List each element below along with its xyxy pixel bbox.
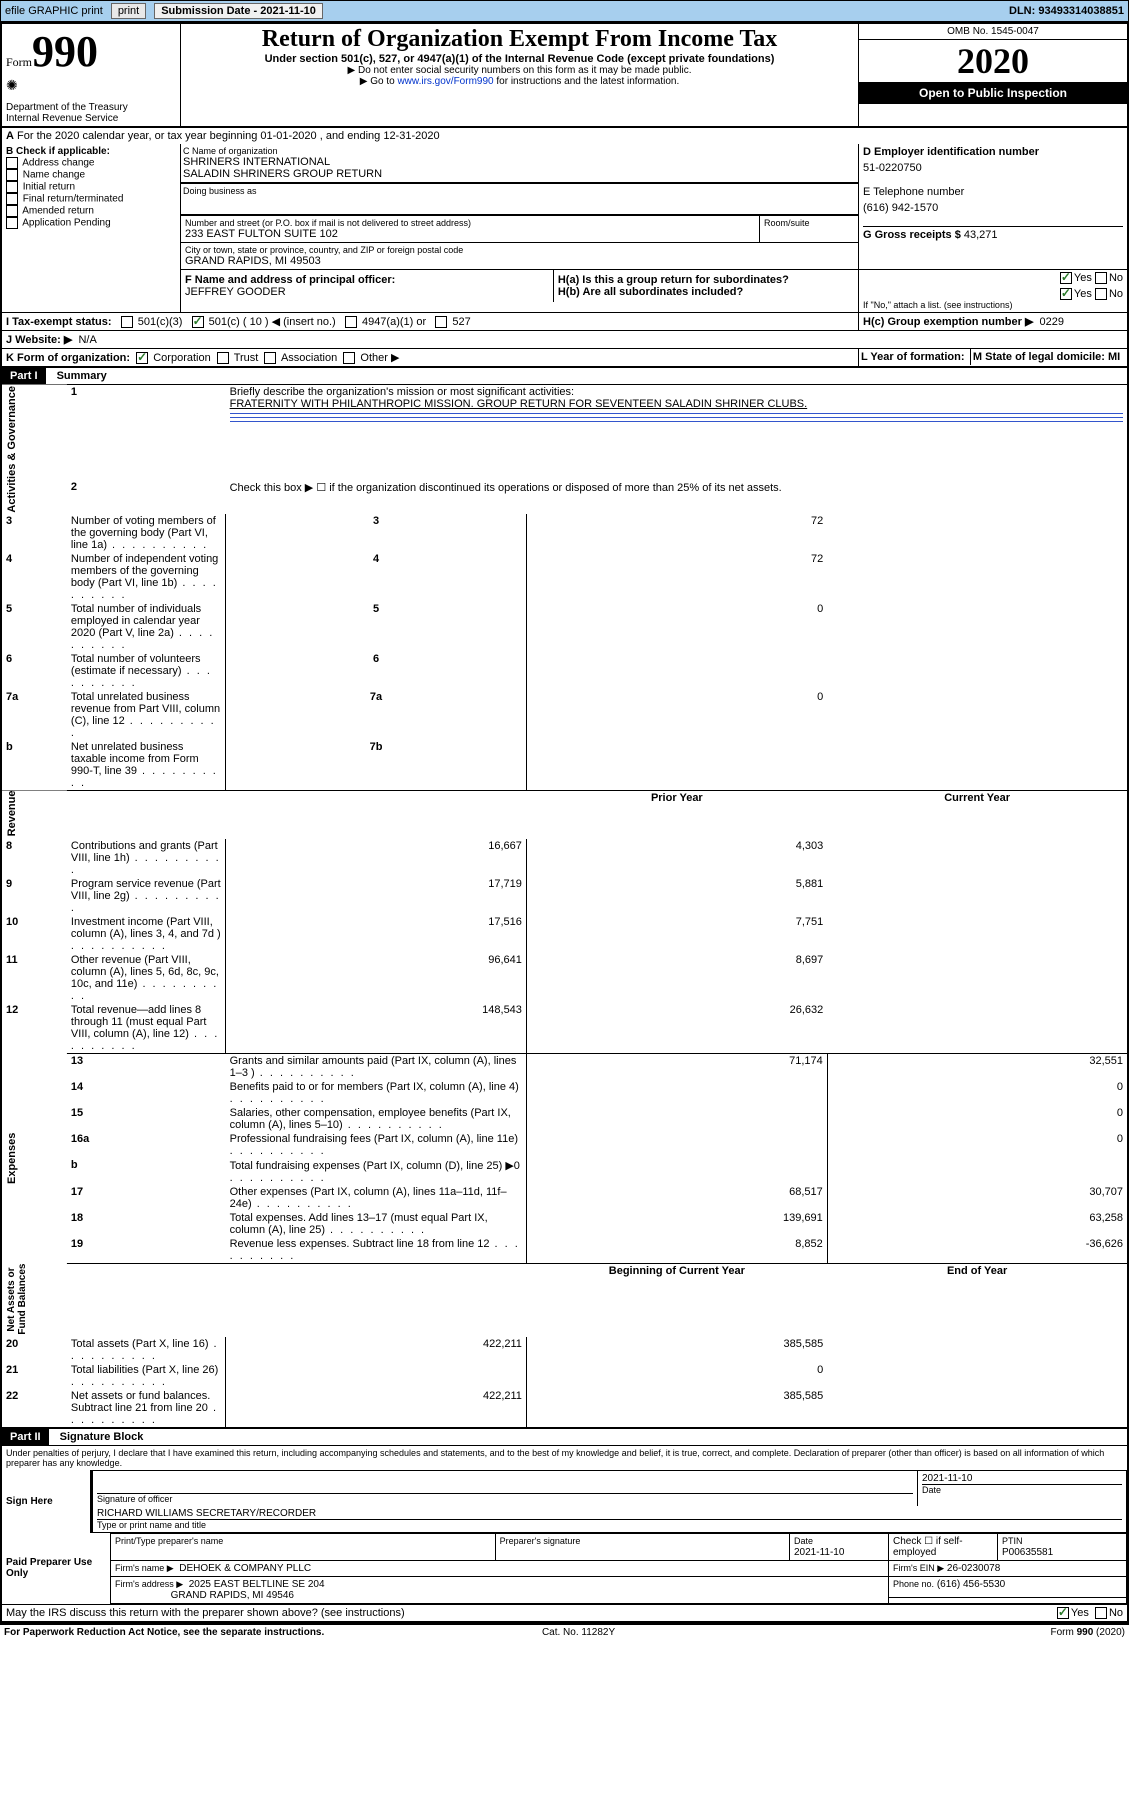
gov-label: Activities & Governance [2,385,67,514]
org-name: SHRINERS INTERNATIONAL SALADIN SHRINERS … [183,156,856,180]
room-label: Room/suite [764,218,854,228]
part-2-title: Signature Block [52,1429,152,1445]
firm-ein: 26-0230078 [947,1563,1000,1574]
open-to-public: Open to Public Inspection [859,82,1127,104]
penalty-statement: Under penalties of perjury, I declare th… [1,1445,1128,1470]
no-checkbox-2[interactable] [1095,288,1107,300]
box-c-label: C Name of organization [183,146,856,156]
sign-here-block: Sign Here Signature of officer 2021-11-1… [2,1470,1127,1533]
box-j-label: J Website: ▶ [6,334,72,346]
firm-address: 2025 EAST BELTLINE SE 204 [189,1579,325,1590]
checkbox[interactable] [6,169,18,181]
box-e-label: E Telephone number [863,186,1123,198]
527-checkbox[interactable] [435,316,447,328]
line-a: A For the 2020 calendar year, or tax yea… [1,127,1128,144]
gross-receipts: 43,271 [964,229,998,241]
part-1-header: Part I [2,368,46,384]
street-address: 233 EAST FULTON SUITE 102 [185,228,755,240]
checkbox[interactable] [6,157,18,169]
city-label: City or town, state or province, country… [185,245,854,255]
omb-number: OMB No. 1545-0047 [859,24,1127,40]
yes-checkbox-2[interactable] [1060,288,1072,300]
sig-label: Signature of officer [97,1493,913,1504]
ein: 51-0220750 [863,162,1123,174]
net-label: Net Assets or Fund Balances [2,1263,67,1337]
print-button[interactable]: print [111,3,146,19]
efile-label: efile GRAPHIC print [5,5,103,17]
501c-checkbox[interactable] [192,316,204,328]
no-checkbox[interactable] [1095,272,1107,284]
discuss-no[interactable] [1095,1607,1107,1619]
501c3-checkbox[interactable] [121,316,133,328]
box-d-label: D Employer identification number [863,146,1123,158]
discuss-yes[interactable] [1057,1607,1069,1619]
footer: For Paperwork Reduction Act Notice, see … [0,1623,1129,1640]
box-k-label: K Form of organization: [6,352,130,364]
4947-checkbox[interactable] [345,316,357,328]
website: N/A [78,334,96,346]
discuss-question: May the IRS discuss this return with the… [6,1607,405,1619]
checkbox[interactable] [6,217,18,229]
paid-preparer-block: Paid Preparer Use Only Print/Type prepar… [2,1533,1127,1604]
sign-date: 2021-11-10 [922,1473,1122,1484]
other-checkbox[interactable] [343,352,355,364]
principal-officer: JEFFREY GOODER [185,286,549,298]
box-l: L Year of formation: [861,351,965,363]
department: Department of the Treasury Internal Reve… [6,102,176,124]
checkbox[interactable] [6,205,18,217]
ptin: P00635581 [1002,1547,1053,1558]
firm-name: DEHOEK & COMPANY PLLC [179,1563,311,1574]
rev-label: Revenue [2,790,67,838]
cat-no: Cat. No. 11282Y [542,1627,615,1638]
form-title: Return of Organization Exempt From Incom… [185,26,854,53]
group-exemption: 0229 [1040,316,1064,328]
subtitle-3: ▶ Go to www.irs.gov/Form990 for instruct… [185,76,854,87]
checkbox[interactable] [6,193,18,205]
h-b-note: If "No," attach a list. (see instruction… [863,300,1123,310]
box-f-label: F Name and address of principal officer: [185,274,549,286]
part-2-header: Part II [2,1429,49,1445]
h-c-label: H(c) Group exemption number ▶ [863,316,1033,328]
dba-label: Doing business as [183,186,856,196]
checkbox[interactable] [6,181,18,193]
submission-date: Submission Date - 2021-11-10 [154,3,323,19]
form-number: Form990 [6,26,176,77]
firm-phone: (616) 456-5530 [937,1579,1005,1590]
subtitle-1: Under section 501(c), 527, or 4947(a)(1)… [185,53,854,65]
officer-name: RICHARD WILLIAMS SECRETARY/RECORDER [97,1508,1122,1519]
top-bar: efile GRAPHIC print print Submission Dat… [0,0,1129,22]
h-b: H(b) Are all subordinates included? [558,286,854,298]
yes-checkbox[interactable] [1060,272,1072,284]
form-990: Form990 ✺ Department of the Treasury Int… [0,22,1129,1623]
summary-table: Activities & Governance 1 Briefly descri… [2,385,1127,1427]
subtitle-2: ▶ Do not enter social security numbers o… [185,65,854,76]
addr-label: Number and street (or P.O. box if mail i… [185,218,755,228]
tax-year: 2020 [859,40,1127,82]
h-a: H(a) Is this a group return for subordin… [558,274,854,286]
trust-checkbox[interactable] [217,352,229,364]
box-b-title: B Check if applicable: [6,146,176,157]
box-g-label: G Gross receipts $ [863,229,961,241]
dln: DLN: 93493314038851 [1009,5,1124,17]
part-1-title: Summary [49,368,115,384]
mission: FRATERNITY WITH PHILANTHROPIC MISSION. G… [230,398,808,410]
city-state-zip: GRAND RAPIDS, MI 49503 [185,255,854,267]
box-i-label: I Tax-exempt status: [6,316,112,328]
phone: (616) 942-1570 [863,202,1123,214]
box-m: M State of legal domicile: MI [973,351,1120,363]
assoc-checkbox[interactable] [264,352,276,364]
corp-checkbox[interactable] [136,352,148,364]
exp-label: Expenses [2,1053,67,1263]
irs-link[interactable]: www.irs.gov/Form990 [397,76,493,87]
